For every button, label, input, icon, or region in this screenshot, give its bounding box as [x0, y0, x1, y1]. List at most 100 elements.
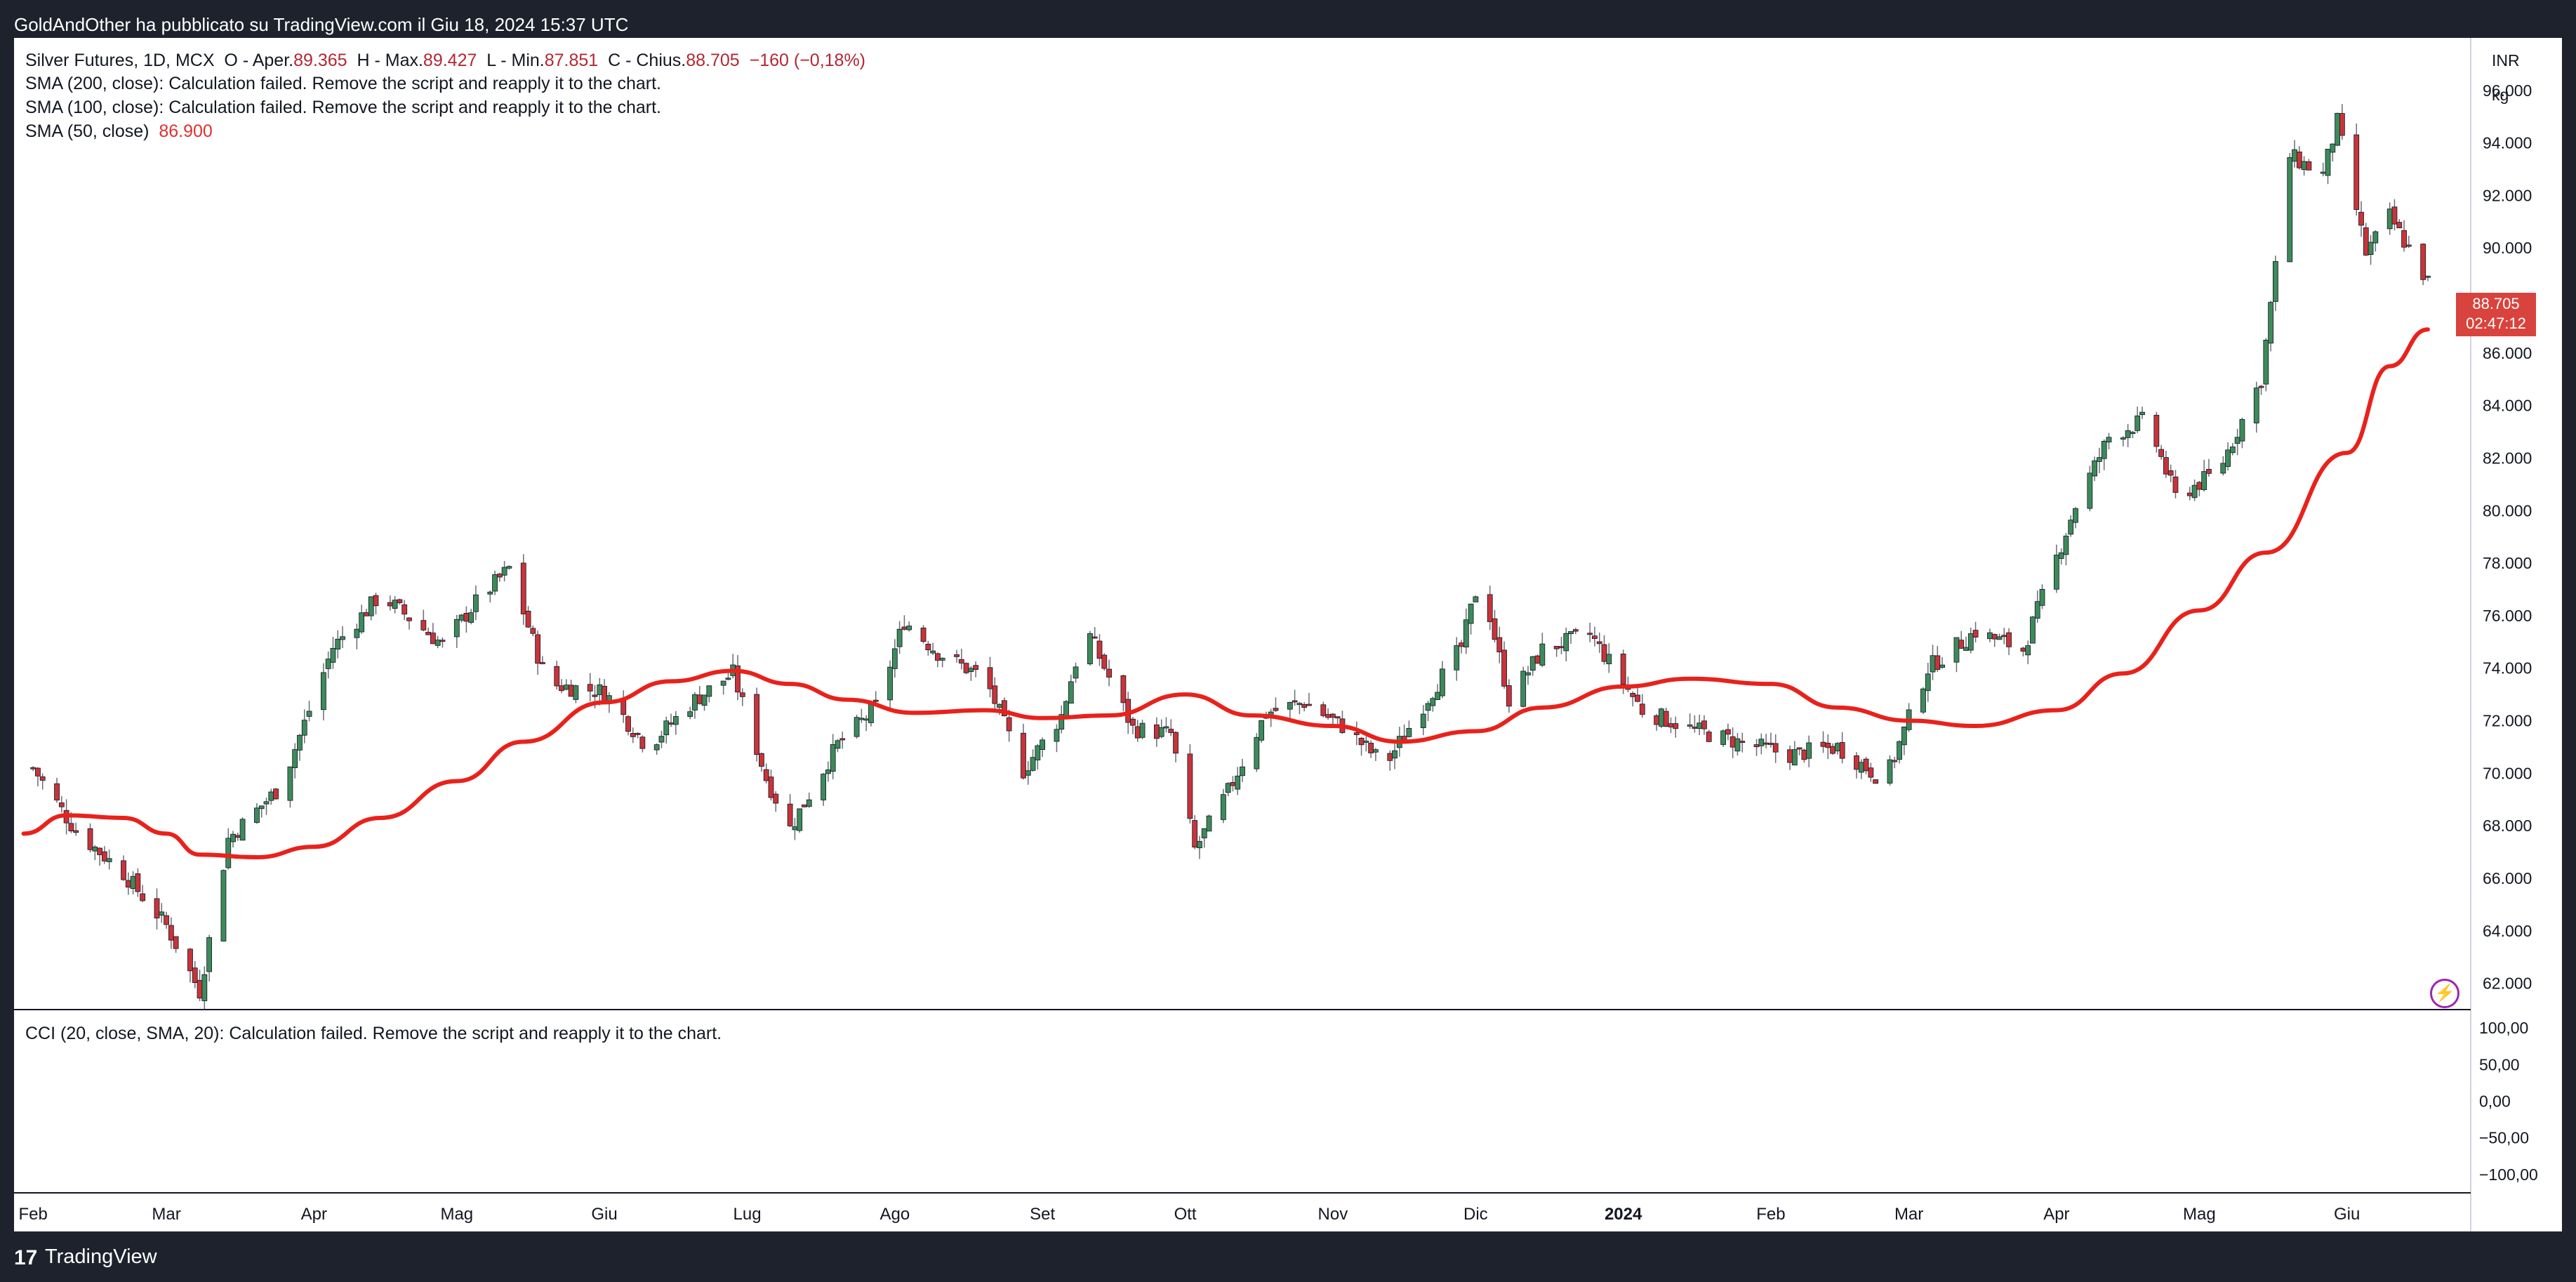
candle-body [639, 736, 646, 749]
candle-body [1273, 708, 1279, 711]
candle-body [406, 617, 412, 621]
candle-body [364, 612, 369, 616]
candle-body [1087, 633, 1093, 665]
candle-body [1739, 741, 1746, 744]
candle-body [1025, 770, 1031, 776]
candle-body [473, 594, 479, 612]
candle-body [1934, 655, 1941, 670]
main-legend: Silver Futures, 1D, MCX O - Aper.89.365 … [25, 51, 865, 71]
open-label: O - Aper. [224, 51, 294, 70]
candle-body [2106, 437, 2112, 443]
candle-body [1668, 723, 1674, 727]
sma200-legend[interactable]: SMA (200, close): Calculation failed. Re… [25, 74, 662, 93]
candle-body [896, 628, 903, 647]
candle-body [1439, 668, 1445, 696]
candle-body [35, 767, 41, 777]
candle-body [692, 694, 698, 711]
chart-canvas[interactable]: 62.000 64.000 66.000 68.000 70.000 72.000 74.0… [14, 38, 2562, 1231]
candle-body [392, 600, 398, 609]
candle-body [1701, 720, 1707, 729]
price-tick-label: 90.000 [2483, 239, 2532, 257]
candle-body [1173, 732, 1179, 754]
candle-body [121, 860, 126, 880]
chart-panel[interactable]: 62.000 64.000 66.000 68.000 70.000 72.000 74.0… [14, 38, 2562, 1231]
change-value: −160 (−0,18%) [749, 51, 866, 70]
candle-body [568, 685, 574, 697]
candle-body [501, 567, 507, 576]
candle-body [359, 612, 365, 633]
candle-body [1987, 632, 1993, 640]
candle-body [2363, 227, 2369, 256]
candle-body [1187, 753, 1193, 819]
candle-body [1587, 633, 1593, 635]
candle-body [1259, 720, 1265, 741]
candle-body [101, 851, 107, 861]
candle-body [563, 685, 569, 690]
cci-legend[interactable]: CCI (20, close, SMA, 20): Calculation fa… [25, 1024, 722, 1043]
candle-body [1063, 701, 1069, 718]
candle-body [1967, 633, 1974, 651]
candle-body [1654, 715, 1660, 725]
currency-label[interactable]: INR [2492, 51, 2520, 70]
candle-body [525, 611, 531, 628]
price-axis[interactable]: 62.000 64.000 66.000 68.000 70.000 72.000 74.0… [2483, 81, 2532, 993]
candle-body [2386, 209, 2393, 230]
candle-body [2167, 470, 2174, 476]
candle-body [263, 801, 270, 805]
candle-body [1692, 727, 1698, 729]
candle-body [373, 595, 379, 607]
candle-body [672, 716, 679, 725]
tradingview-logo-icon[interactable]: 17 [14, 1246, 38, 1269]
candle-body [287, 766, 293, 801]
candle-body [1920, 688, 1926, 713]
symbol-label[interactable]: Silver Futures, 1D, MCX [25, 51, 215, 70]
candle-body [2335, 112, 2340, 146]
candle-body [1487, 594, 1493, 622]
candle-body [1306, 703, 1312, 706]
time-axis[interactable]: Feb Mar Apr Mag Giu Lug Ago Set Ott Nov Dic 2024 Feb… [18, 1205, 2360, 1224]
sma50-legend[interactable]: SMA (50, close) 86.900 [25, 121, 213, 142]
candle-body [1254, 736, 1260, 769]
candle-body [463, 613, 470, 622]
low-label: L - Min. [486, 51, 545, 70]
cci-axis[interactable]: 100,00 50,00 0,00 −50,00 −100,00 [2479, 1019, 2538, 1184]
candle-body [1563, 633, 1569, 652]
candle-body [1296, 703, 1303, 706]
candle-body [1658, 708, 1664, 727]
candle-body [2087, 473, 2093, 509]
candle-body [487, 591, 493, 595]
candle-body [854, 717, 860, 737]
sma100-legend[interactable]: SMA (100, close): Calculation failed. Re… [25, 98, 662, 117]
candle-body [720, 680, 726, 686]
candle-body [2234, 437, 2240, 444]
candle-body [1021, 732, 1026, 779]
candle-body [425, 632, 432, 635]
candle-body [540, 662, 545, 664]
price-tick-label: 86.000 [2483, 344, 2532, 362]
candle-body [1101, 654, 1108, 669]
candle-body [858, 718, 865, 720]
candle-body [239, 819, 246, 841]
candle-body [573, 685, 579, 700]
candle-body [2101, 441, 2107, 459]
candle-body [1006, 717, 1012, 732]
candle-body [759, 753, 764, 767]
lightning-icon[interactable]: ⚡ [2430, 979, 2459, 1008]
candle-body [1639, 703, 1645, 715]
price-tick-label: 74.000 [2483, 659, 2532, 678]
candle-body [1230, 782, 1236, 786]
candle-body [2039, 588, 2045, 606]
candle-body [2320, 171, 2326, 174]
candle-body [802, 804, 807, 807]
candle-body [1473, 596, 1479, 602]
high-label: H - Max. [357, 51, 423, 70]
candle-body [258, 805, 265, 809]
brand-name[interactable]: TradingView [45, 1245, 157, 1268]
candle-body [1435, 692, 1441, 700]
candle-body [1620, 654, 1626, 685]
candle-body [887, 666, 893, 701]
candle-body [1520, 670, 1527, 707]
unit-label[interactable]: kg [2492, 86, 2509, 104]
candle-body [687, 711, 693, 717]
candle-body [2401, 230, 2407, 248]
